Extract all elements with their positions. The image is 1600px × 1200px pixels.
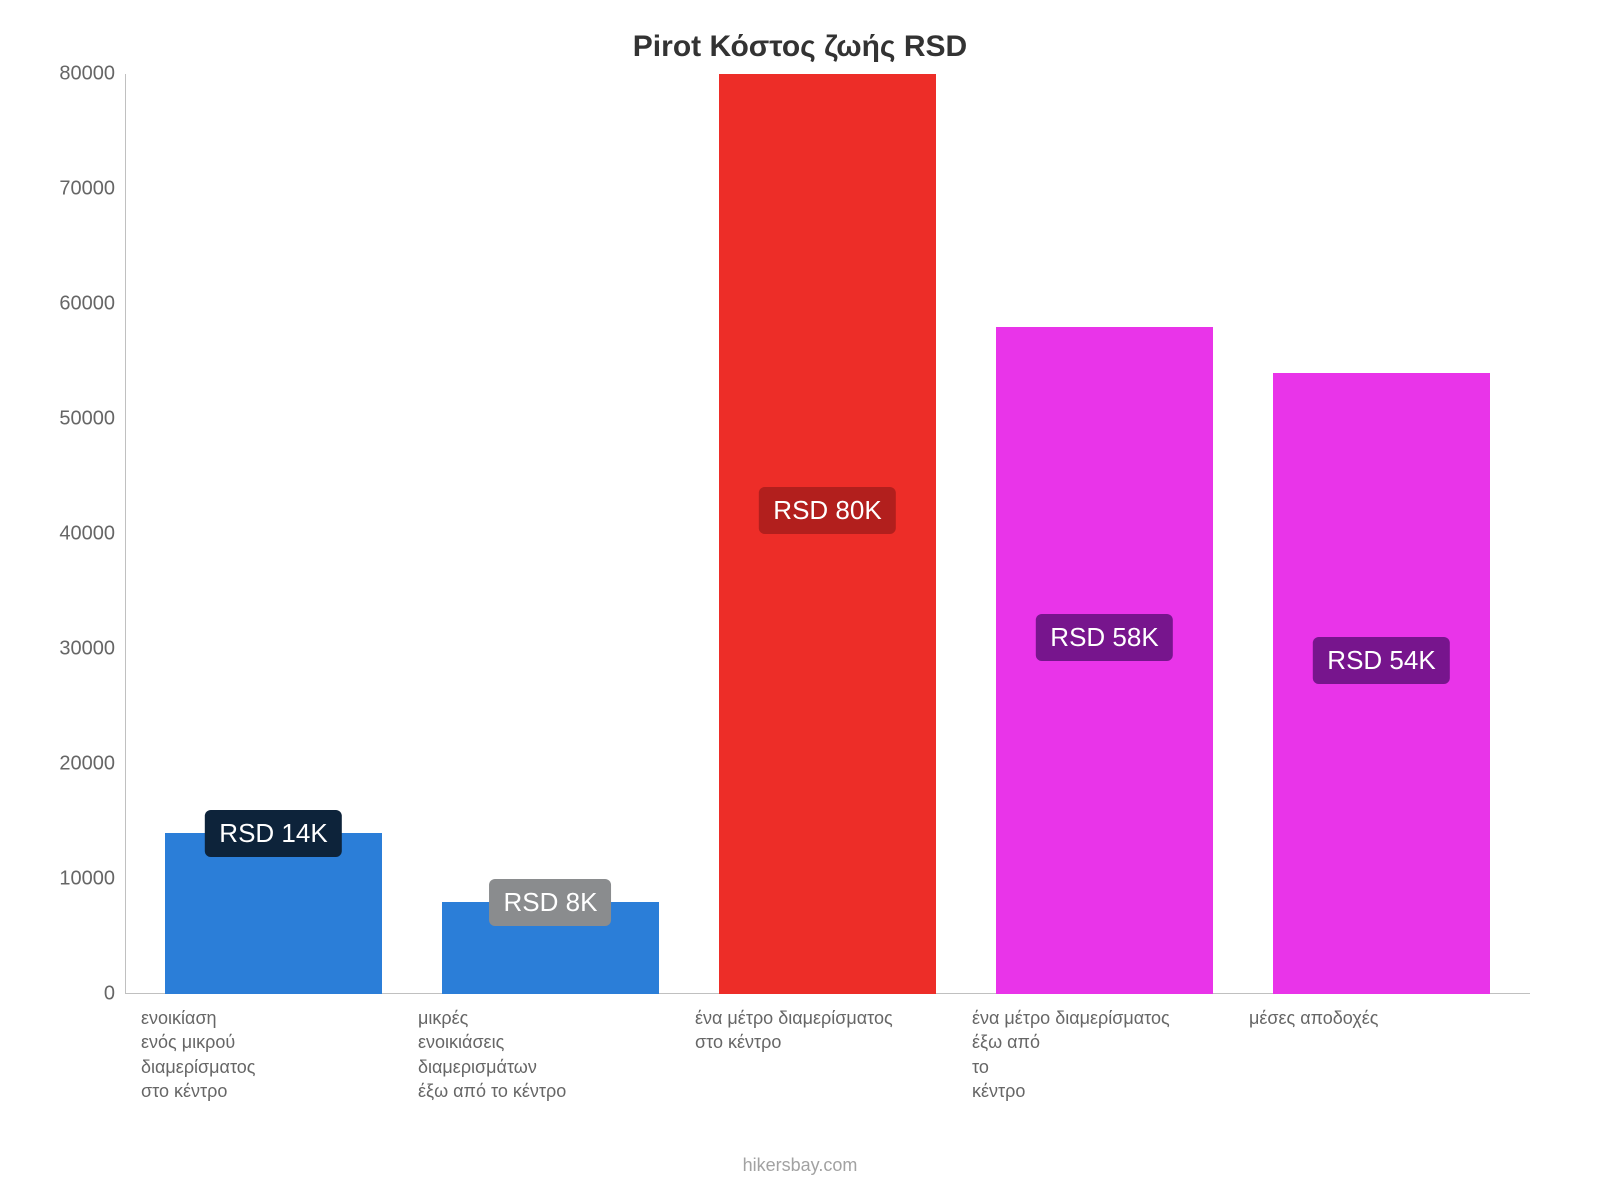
bar: RSD 80K [719,74,935,994]
bar-slot: RSD 8K [412,74,689,994]
bar-slot: RSD 14K [135,74,412,994]
bar-slot: RSD 80K [689,74,966,994]
plot-area: 0100002000030000400005000060000700008000… [125,74,1530,994]
y-tick-label: 50000 [40,408,115,431]
bar-value-label: RSD 8K [490,879,612,926]
bar: RSD 8K [442,902,658,994]
x-axis-label: μικρέςενοικιάσειςδιαμερισμάτωνέξω από το… [412,1006,689,1103]
y-tick-label: 60000 [40,293,115,316]
y-axis: 0100002000030000400005000060000700008000… [40,74,125,994]
bar-value-label: RSD 54K [1313,637,1449,684]
x-axis-label: μέσες αποδοχές [1243,1006,1520,1103]
y-tick-label: 80000 [40,63,115,86]
chart-title: Pirot Κόστος ζωής RSD [40,30,1560,64]
x-axis-label: ένα μέτρο διαμερίσματοςστο κέντρο [689,1006,966,1103]
x-axis-label: ένα μέτρο διαμερίσματοςέξω απότοκέντρο [966,1006,1243,1103]
y-tick-label: 10000 [40,868,115,891]
bar: RSD 54K [1273,373,1489,994]
bar-slot: RSD 54K [1243,74,1520,994]
x-axis-label: ενοικίασηενός μικρούδιαμερίσματοςστο κέν… [135,1006,412,1103]
bar-value-label: RSD 80K [759,487,895,534]
attribution-text: hikersbay.com [0,1155,1600,1176]
bar: RSD 14K [165,833,381,994]
y-tick-label: 30000 [40,638,115,661]
bar: RSD 58K [996,327,1212,994]
y-tick-label: 0 [40,983,115,1006]
x-axis-labels: ενοικίασηενός μικρούδιαμερίσματοςστο κέν… [125,994,1530,1103]
y-tick-label: 20000 [40,753,115,776]
bars-group: RSD 14K RSD 8K RSD 80K RSD 58K RSD 54K [125,74,1530,994]
y-tick-label: 40000 [40,523,115,546]
bar-value-label: RSD 14K [205,810,341,857]
y-tick-label: 70000 [40,178,115,201]
bar-value-label: RSD 58K [1036,614,1172,661]
bar-slot: RSD 58K [966,74,1243,994]
chart-container: Pirot Κόστος ζωής RSD 010000200003000040… [0,0,1600,1200]
